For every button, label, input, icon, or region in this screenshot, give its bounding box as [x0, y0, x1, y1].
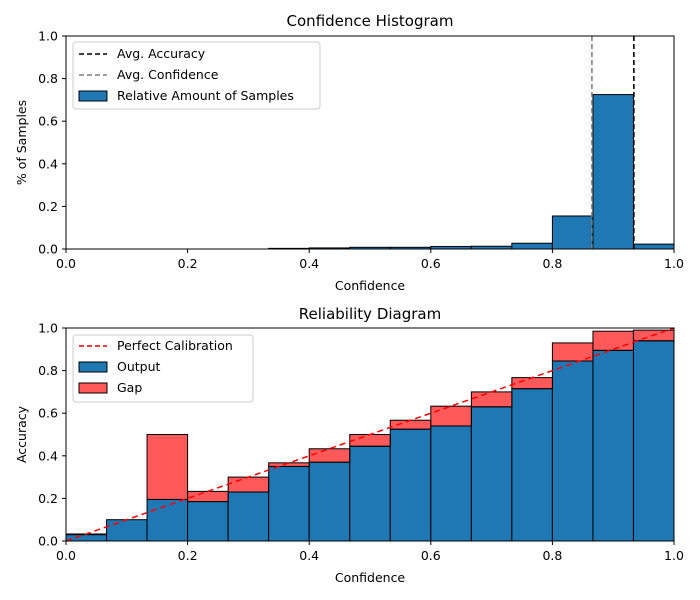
y-tick-label: 0.8	[38, 71, 58, 86]
output-bar	[268, 465, 310, 542]
reliability-axes-frame	[65, 327, 675, 542]
histogram-x-label: Confidence	[335, 278, 406, 293]
gap-bar	[227, 476, 270, 493]
legend-label-perfect-calibration: Perfect Calibration	[117, 338, 233, 353]
output-bar	[146, 498, 189, 542]
legend-label-output: Output	[117, 359, 161, 374]
x-tick-label: 0.8	[542, 256, 562, 271]
x-tick-label: 0.8	[542, 548, 562, 563]
reliability-legend-box	[72, 334, 254, 403]
x-tick-label: 1.0	[664, 548, 684, 563]
legend-label-gap: Gap	[117, 380, 142, 395]
histogram-y-label: % of Samples	[14, 100, 29, 185]
histogram-title: Confidence Histogram	[287, 12, 454, 30]
legend-label-avg-accuracy: Avg. Accuracy	[117, 46, 206, 61]
x-tick-label: 1.0	[664, 256, 684, 271]
y-tick-label: 0.4	[38, 448, 58, 463]
gap-bar	[592, 330, 634, 351]
x-tick-label: 0.0	[56, 548, 76, 563]
confidence-histogram-panel: Confidence Histogram 0.0 0.2 0.4 0.6 0.8 1.0 0…	[14, 12, 684, 293]
output-bar	[308, 461, 351, 542]
output-bar	[187, 501, 229, 542]
gap-bar	[268, 462, 310, 467]
histogram-legend-box	[72, 41, 321, 110]
y-tick-label: 0.2	[38, 491, 58, 506]
y-tick-label: 0.6	[38, 406, 58, 421]
histogram-bar	[551, 215, 594, 250]
gap-bar	[146, 434, 189, 500]
histogram-bar	[632, 243, 675, 250]
output-bar	[592, 349, 634, 542]
gap-bar	[349, 434, 391, 447]
x-tick-label: 0.6	[421, 548, 441, 563]
y-tick-label: 0.4	[38, 156, 58, 171]
output-bar	[551, 360, 594, 542]
legend-label-avg-confidence: Avg. Confidence	[117, 67, 219, 82]
output-bar	[389, 428, 432, 542]
perfect-calibration-line	[65, 327, 675, 542]
reliability-title: Reliability Diagram	[299, 305, 441, 323]
output-bar	[349, 445, 391, 542]
output-bar	[430, 425, 472, 542]
y-tick-label: 0.0	[38, 534, 58, 549]
histogram-bar	[511, 242, 553, 250]
x-tick-label: 0.4	[299, 548, 319, 563]
x-tick-label: 0.2	[178, 548, 198, 563]
x-tick-label: 0.0	[56, 256, 76, 271]
legend-label-relative-amount: Relative Amount of Samples	[117, 88, 294, 103]
x-tick-label: 0.4	[299, 256, 319, 271]
output-bar	[65, 534, 108, 542]
gap-bar	[308, 448, 351, 463]
y-tick-label: 1.0	[38, 29, 58, 44]
output-bar	[632, 340, 675, 542]
legend-swatch-gap	[78, 382, 108, 394]
legend-swatch-output	[78, 361, 108, 373]
output-bar	[511, 388, 553, 542]
output-bar	[470, 406, 513, 542]
histogram-axes-frame	[65, 35, 675, 250]
y-tick-label: 0.6	[38, 114, 58, 129]
x-tick-label: 0.2	[178, 256, 198, 271]
x-tick-label: 0.6	[421, 256, 441, 271]
y-tick-label: 0.2	[38, 199, 58, 214]
reliability-legend: Perfect Calibration Output Gap	[72, 334, 254, 403]
legend-swatch-relative-amount	[78, 90, 108, 102]
gap-bar	[511, 377, 553, 390]
gap-bar	[470, 391, 513, 408]
gap-bar	[430, 405, 472, 427]
y-tick-label: 0.0	[38, 242, 58, 257]
y-tick-label: 1.0	[38, 321, 58, 336]
y-tick-label: 0.8	[38, 363, 58, 378]
reliability-y-label: Accuracy	[14, 405, 29, 463]
output-bar	[106, 519, 148, 542]
output-bar	[227, 491, 270, 542]
gap-bar	[551, 342, 594, 362]
histogram-bar	[592, 94, 634, 250]
reliability-x-label: Confidence	[335, 570, 406, 585]
histogram-legend: Avg. Accuracy Avg. Confidence Relative A…	[72, 41, 321, 110]
reliability-diagram-panel: Reliability Diagram 0.0 0.2 0.4 0.6 0.8 1.0 0.…	[14, 305, 684, 585]
